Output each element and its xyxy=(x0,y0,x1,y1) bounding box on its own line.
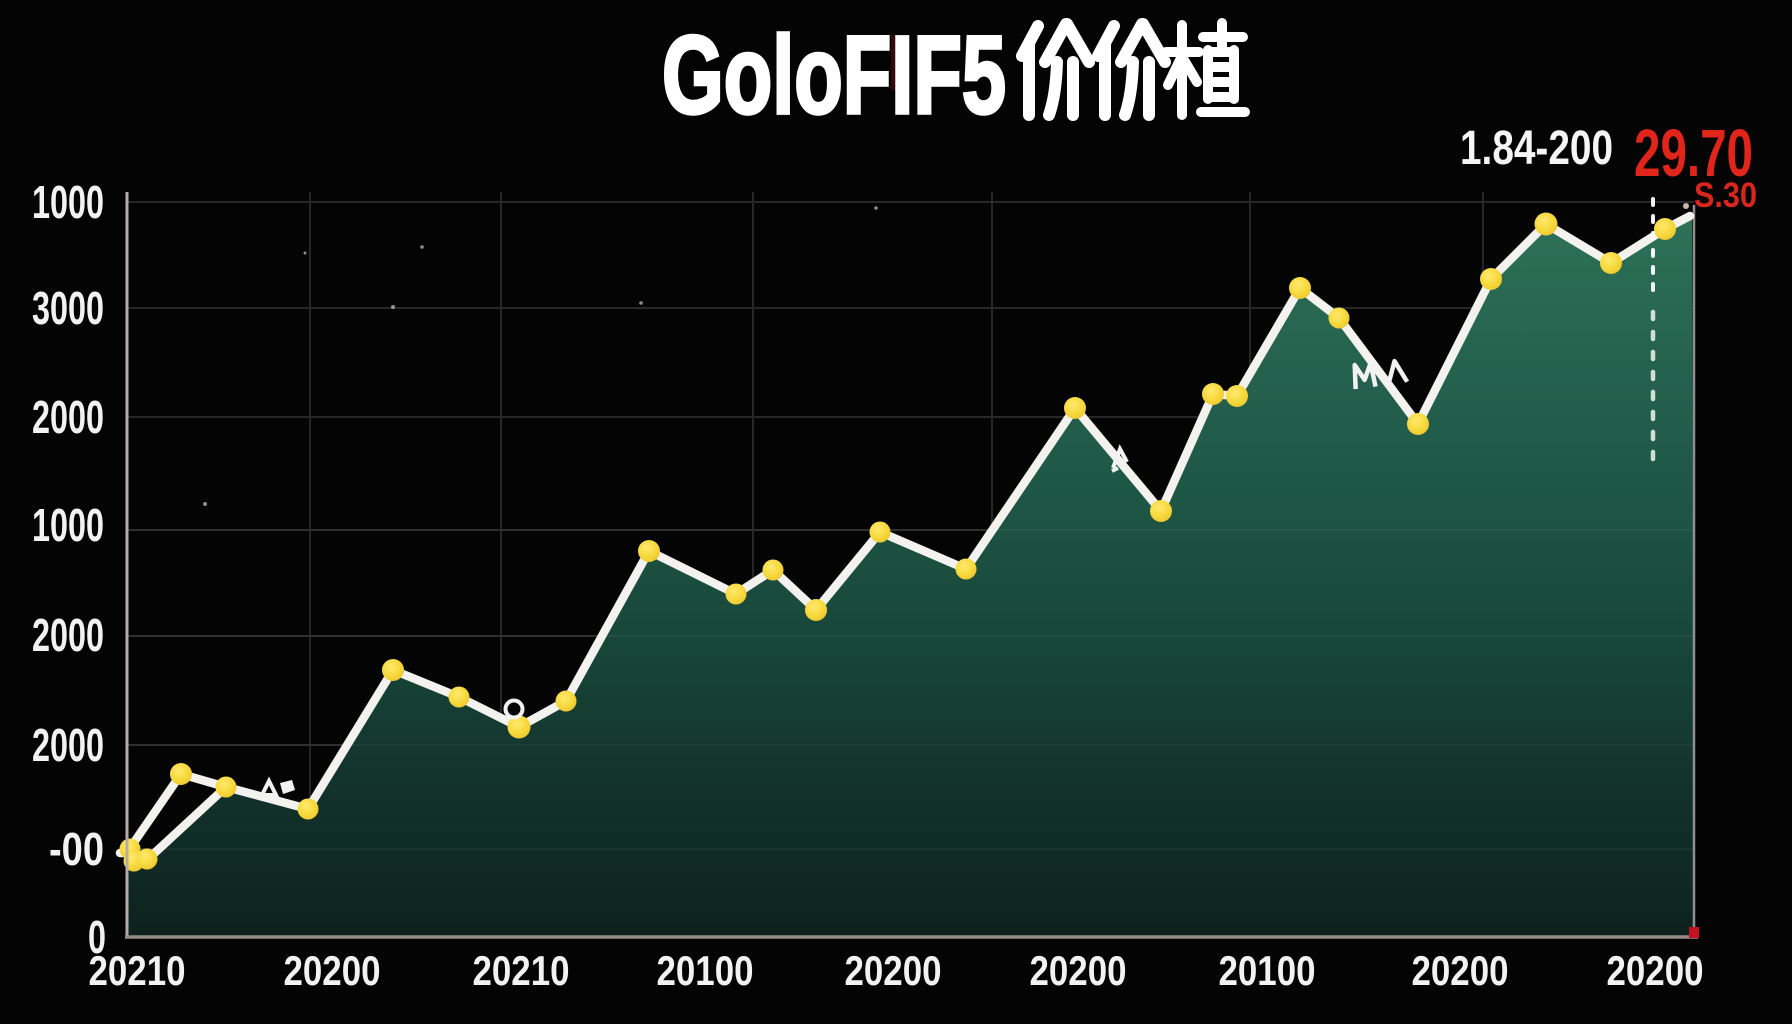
svg-text:20200: 20200 xyxy=(845,947,942,994)
svg-text:29.70: 29.70 xyxy=(1634,116,1753,191)
svg-text:1000: 1000 xyxy=(32,176,104,228)
svg-text:20200: 20200 xyxy=(1030,947,1127,994)
svg-text:20210: 20210 xyxy=(89,947,186,994)
svg-text:20100: 20100 xyxy=(1219,947,1316,994)
svg-text:20200: 20200 xyxy=(284,947,381,994)
svg-text:S.30: S.30 xyxy=(1694,176,1757,215)
svg-text:GoloFIF5: GoloFIF5 xyxy=(662,14,1006,137)
svg-text:2000: 2000 xyxy=(32,391,104,443)
svg-text:2000: 2000 xyxy=(32,609,104,661)
svg-text:1000: 1000 xyxy=(32,499,104,551)
svg-text:-00: -00 xyxy=(49,823,104,875)
svg-text:3000: 3000 xyxy=(32,282,104,334)
svg-text:20100: 20100 xyxy=(657,947,754,994)
svg-text:20200: 20200 xyxy=(1607,947,1704,994)
svg-text:0: 0 xyxy=(88,911,106,963)
svg-text:1.84-200: 1.84-200 xyxy=(1460,122,1613,175)
svg-text:20200: 20200 xyxy=(1412,947,1509,994)
svg-text:2000: 2000 xyxy=(32,719,104,771)
svg-text:20210: 20210 xyxy=(473,947,570,994)
